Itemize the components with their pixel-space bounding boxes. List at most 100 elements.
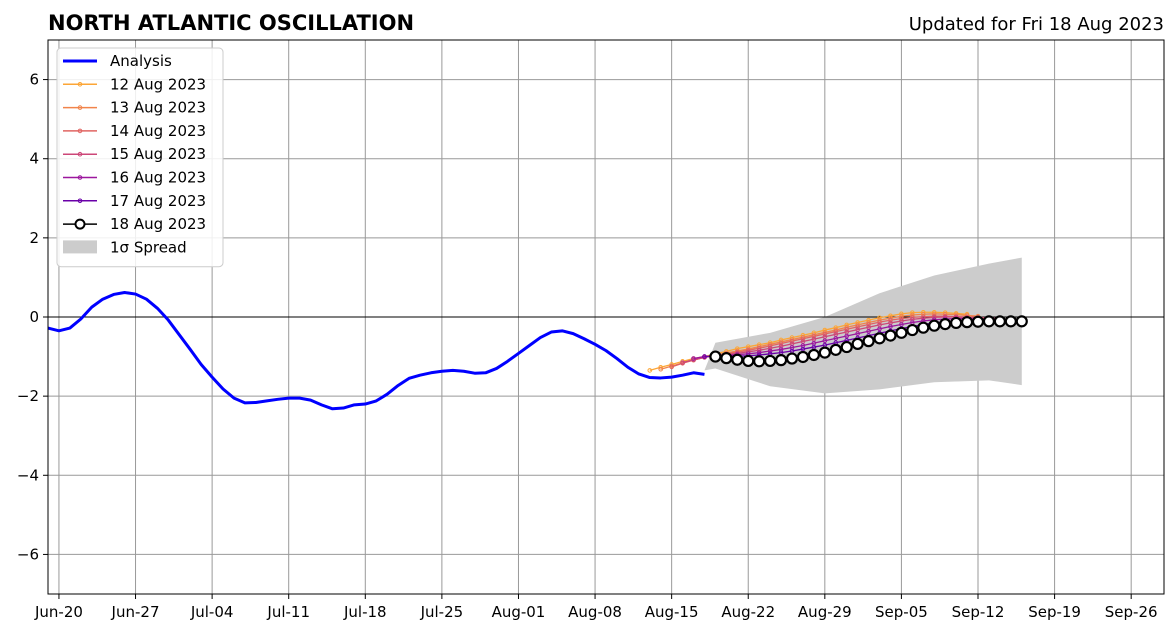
y-tick-label: 0	[29, 308, 39, 326]
x-tick-label: Aug-29	[798, 603, 852, 621]
legend-label: Analysis	[110, 52, 172, 70]
legend-label: 17 Aug 2023	[110, 192, 206, 210]
x-tick-label: Aug-15	[645, 603, 699, 621]
legend-label: 15 Aug 2023	[110, 145, 206, 163]
point-18-aug-2023-12	[840, 340, 853, 354]
point-18-aug-2023-15	[873, 332, 886, 345]
plot-area: Jun-20 Jun-27 Jul-04 Jul-11 Jul-18 Jul-25 Aug-…	[17, 39, 1165, 621]
point-14-aug-2023-15	[833, 329, 839, 334]
point-16-aug-2023-15	[855, 331, 860, 336]
legend-entry-14-aug-2023: 14 Aug 2023	[63, 122, 206, 140]
point-18-aug-2023-23	[960, 316, 974, 329]
point-17-aug-2023-0	[702, 354, 707, 359]
legend-label: 18 Aug 2023	[110, 215, 206, 233]
y-tick-label: −4	[17, 466, 39, 484]
legend-marker-14-aug-2023	[77, 128, 83, 134]
x-tick-label: Jul-11	[266, 603, 310, 621]
point-15-aug-2023-0	[680, 360, 685, 365]
point-18-aug-2023-14	[862, 335, 875, 348]
point-18-aug-2023-9	[807, 348, 820, 362]
point-14-aug-2023-14	[822, 331, 828, 337]
point-18-aug-2023-6	[774, 354, 788, 367]
x-tick-label: Sep-05	[875, 603, 928, 621]
point-17-aug-2023-10	[811, 344, 817, 350]
point-18-aug-2023-24	[971, 315, 985, 328]
y-tick-label: 6	[29, 71, 39, 89]
point-16-aug-2023-0	[691, 356, 696, 361]
legend-entry-16-aug-2023: 16 Aug 2023	[63, 169, 206, 187]
x-tick-label: Sep-26	[1105, 603, 1158, 621]
point-15-aug-2023-8	[767, 345, 773, 351]
legend-marker-18-aug-2023	[74, 218, 86, 230]
x-tick-label: Aug-08	[568, 603, 622, 621]
point-16-aug-2023-14	[844, 333, 850, 339]
legend-entry-1-spread: 1σ Spread	[63, 238, 187, 256]
point-18-aug-2023-27	[1004, 315, 1017, 328]
point-18-aug-2023-26	[993, 315, 1006, 328]
legend-entry-17-aug-2023: 17 Aug 2023	[63, 192, 206, 210]
legend-marker-17-aug-2023	[77, 198, 83, 204]
x-tick-label: Jul-18	[343, 603, 387, 621]
x-tick-label: Jun-27	[111, 603, 160, 621]
legend-box	[56, 47, 224, 268]
legend-entry-18-aug-2023: 18 Aug 2023	[63, 215, 206, 233]
x-tick-label: Aug-22	[721, 603, 775, 621]
point-18-aug-2023-13	[851, 337, 864, 351]
point-18-aug-2023-1	[720, 352, 733, 365]
x-tick-label: Sep-19	[1028, 603, 1081, 621]
legend-label: 13 Aug 2023	[110, 99, 206, 117]
x-tick-label: Jul-04	[190, 603, 234, 621]
x-tick-label: Aug-01	[492, 603, 546, 621]
legend-swatch-1-spread	[63, 240, 97, 254]
legend-entry-12-aug-2023: 12 Aug 2023	[63, 75, 206, 93]
series-group-18-aug-2023	[709, 315, 1028, 368]
legend-entry-13-aug-2023: 13 Aug 2023	[63, 99, 206, 117]
point-14-aug-2023-0	[669, 364, 674, 370]
point-16-aug-2023-7	[767, 348, 773, 354]
point-14-aug-2023-17	[855, 324, 860, 330]
x-tick-label: Sep-12	[952, 603, 1005, 621]
point-18-aug-2023-11	[829, 343, 842, 356]
point-16-aug-2023-18	[888, 324, 893, 329]
point-18-aug-2023-28	[1015, 315, 1028, 328]
point-18-aug-2023-8	[796, 350, 810, 364]
point-14-aug-2023-13	[811, 334, 817, 339]
legend-entry-analysis: Analysis	[63, 52, 172, 70]
point-18-aug-2023-17	[895, 326, 908, 339]
point-16-aug-2023-13	[833, 336, 839, 341]
legend-marker-16-aug-2023	[77, 175, 83, 180]
point-14-aug-2023-16	[844, 326, 850, 332]
point-18-aug-2023-20	[928, 319, 941, 332]
point-18-aug-2023-21	[939, 318, 952, 331]
legend-marker-12-aug-2023	[77, 82, 83, 87]
point-12-aug-2023-0	[647, 368, 653, 373]
point-18-aug-2023-18	[906, 323, 919, 337]
legend: Analysis 12 Aug 2023 13 Aug 2023 14 Aug 202…	[56, 47, 224, 268]
point-16-aug-2023-16	[866, 328, 871, 334]
point-18-aug-2023-22	[950, 316, 963, 330]
legend-label: 16 Aug 2023	[110, 169, 206, 187]
point-14-aug-2023-19	[877, 319, 882, 325]
point-14-aug-2023-18	[866, 322, 871, 327]
point-18-aug-2023-25	[982, 315, 996, 328]
legend-label: 1σ Spread	[110, 238, 187, 256]
legend-label: 14 Aug 2023	[110, 122, 206, 140]
point-17-aug-2023-9	[800, 346, 806, 352]
point-16-aug-2023-12	[822, 338, 828, 344]
point-14-aug-2023-11	[789, 338, 795, 344]
y-tick-label: 4	[29, 150, 39, 168]
chart-subtitle: Updated for Fri 18 Aug 2023	[909, 14, 1164, 35]
point-18-aug-2023-0	[709, 350, 722, 363]
y-tick-label: 2	[29, 229, 39, 247]
x-tick-label: Jun-20	[34, 603, 83, 621]
legend-entry-15-aug-2023: 15 Aug 2023	[63, 145, 206, 163]
point-13-aug-2023-0	[658, 366, 664, 372]
point-14-aug-2023-10	[778, 341, 784, 346]
chart-title: NORTH ATLANTIC OSCILLATION	[48, 11, 414, 35]
point-16-aug-2023-17	[877, 326, 882, 332]
point-14-aug-2023-20	[888, 317, 893, 323]
point-18-aug-2023-5	[764, 354, 777, 368]
point-15-aug-2023-22	[920, 315, 926, 321]
point-18-aug-2023-19	[917, 321, 930, 334]
